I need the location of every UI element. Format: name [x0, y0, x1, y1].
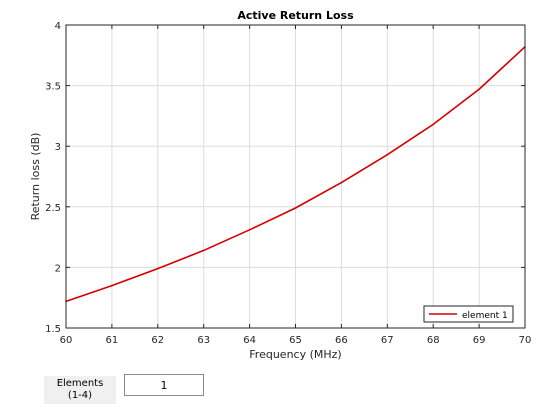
x-tick-label: 61 — [106, 335, 119, 346]
data-point — [111, 284, 113, 287]
data-point — [202, 249, 205, 252]
y-tick-label: 2.5 — [45, 203, 61, 214]
axis-ticks: 60 61 62 63 64 65 66 67 68 69 70 1.5 2 2.5 3 3.5 4 — [45, 21, 531, 346]
x-tick-label: 68 — [427, 335, 440, 346]
data-point — [294, 207, 297, 209]
legend: element 1 — [423, 305, 514, 323]
y-tick-label: 4 — [55, 21, 61, 32]
x-axis-label: Frequency (MHz) — [249, 348, 341, 361]
x-tick-label: 69 — [473, 335, 486, 346]
y-tick-label: 3 — [55, 142, 61, 153]
data-point — [478, 88, 480, 91]
x-tick-label: 62 — [151, 335, 164, 346]
y-axis-label: Return loss (dB) — [29, 133, 42, 221]
y-tick-label: 2 — [55, 263, 61, 274]
elements-input[interactable] — [124, 374, 204, 396]
data-point — [157, 267, 159, 270]
x-tick-label: 63 — [197, 335, 210, 346]
x-tick-label: 70 — [519, 335, 532, 346]
data-point — [248, 229, 251, 231]
chart-title: Active Return Loss — [237, 9, 354, 22]
x-tick-label: 60 — [60, 335, 73, 346]
x-tick-label: 67 — [381, 335, 394, 346]
y-tick-label: 1.5 — [45, 324, 61, 335]
y-tick-label: 3.5 — [45, 82, 61, 93]
legend-entry-element-1: element 1 — [462, 311, 508, 321]
x-tick-label: 66 — [335, 335, 348, 346]
data-point — [340, 181, 343, 184]
elements-label: Elements (1-4) — [44, 376, 116, 404]
data-point — [432, 123, 435, 126]
legend-box — [423, 305, 514, 323]
data-point — [386, 153, 389, 156]
x-tick-label: 64 — [243, 335, 256, 346]
x-tick-label: 65 — [289, 335, 302, 346]
